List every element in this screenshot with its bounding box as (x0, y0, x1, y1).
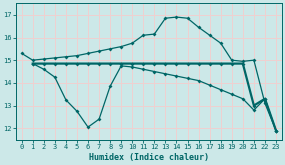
X-axis label: Humidex (Indice chaleur): Humidex (Indice chaleur) (89, 152, 209, 162)
